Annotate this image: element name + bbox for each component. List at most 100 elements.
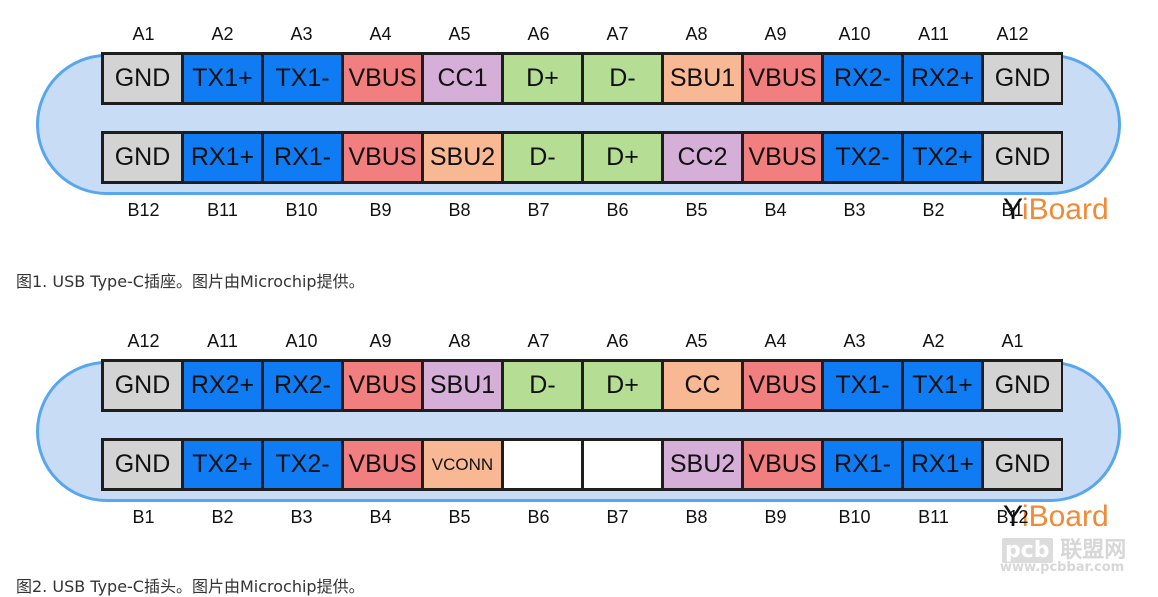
- pin-gnd: GND: [984, 134, 1061, 181]
- pin-tx1-plus: TX1+: [904, 362, 981, 409]
- pin-label-b5: B5: [448, 507, 471, 527]
- pin-tx1-plus: TX1+: [184, 55, 261, 102]
- pin-d-plus: D+: [584, 134, 661, 181]
- pin-vbus: VBUS: [344, 441, 421, 488]
- pin-label-b12: B12: [127, 200, 160, 220]
- pin-label-b2: B2: [922, 200, 945, 220]
- yiboard-logo: YiBoard: [1003, 193, 1109, 226]
- bottom-pin-row: GND TX2+ TX2- VBUS VCONN SBU2 VBUS RX1- RX1+ GND: [101, 438, 1063, 491]
- pin-tx2-plus: TX2+: [904, 134, 981, 181]
- pin-sbu1: SBU1: [424, 362, 501, 409]
- pin-label-b9: B9: [369, 200, 392, 220]
- pin-label-a6: A6: [606, 331, 629, 351]
- pin-tx1-minus: TX1-: [264, 55, 341, 102]
- pin-label-a9: A9: [369, 331, 392, 351]
- pin-rx2-plus: RX2+: [904, 55, 981, 102]
- pin-rx1-plus: RX1+: [904, 441, 981, 488]
- pin-label-a2: A2: [922, 331, 945, 351]
- pin-label-a10: A10: [285, 331, 318, 351]
- pin-label-a3: A3: [290, 24, 313, 44]
- pin-d-minus: D-: [504, 362, 581, 409]
- pin-label-b6: B6: [527, 507, 550, 527]
- pin-label-b6: B6: [606, 200, 629, 220]
- pin-label-b3: B3: [843, 200, 866, 220]
- pin-rx2-plus: RX2+: [184, 362, 261, 409]
- pin-label-b12: B12: [996, 507, 1029, 527]
- pin-gnd: GND: [104, 134, 181, 181]
- pin-gnd: GND: [104, 362, 181, 409]
- pin-label-a7: A7: [606, 24, 629, 44]
- pin-label-b10: B10: [838, 507, 871, 527]
- pin-d-minus: D-: [584, 55, 661, 102]
- pin-label-b11: B11: [918, 507, 949, 527]
- pin-rx2-minus: RX2-: [264, 362, 341, 409]
- pin-label-a5: A5: [448, 24, 471, 44]
- pin-label-a5: A5: [685, 331, 708, 351]
- pin-label-b1: B1: [132, 507, 155, 527]
- top-pin-row: GND TX1+ TX1- VBUS CC1 D+ D- SBU1 VBUS RX2- RX2+ GN…: [101, 52, 1063, 105]
- figure-1-receptacle: GND TX1+ TX1- VBUS CC1 D+ D- SBU1 VBUS RX2- RX2+ GN…: [0, 0, 1158, 255]
- figure-2-plug: GND RX2+ RX2- VBUS SBU1 D- D+ CC VBUS TX1- TX1+ GND…: [0, 307, 1158, 562]
- pin-vbus: VBUS: [344, 55, 421, 102]
- pin-label-a6: A6: [527, 24, 550, 44]
- pin-vbus: VBUS: [344, 362, 421, 409]
- pin-gnd: GND: [984, 441, 1061, 488]
- pcbbar-watermark: pcb 联盟网 www.pcbbar.com: [1000, 538, 1127, 575]
- pin-sbu2: SBU2: [424, 134, 501, 181]
- pin-label-b5: B5: [685, 200, 708, 220]
- pin-empty: [504, 441, 581, 488]
- pin-gnd: GND: [104, 441, 181, 488]
- pin-label-b4: B4: [369, 507, 392, 527]
- pin-label-b7: B7: [606, 507, 629, 527]
- pin-label-a4: A4: [369, 24, 392, 44]
- pin-vbus: VBUS: [744, 441, 821, 488]
- pin-label-a1: A1: [132, 24, 155, 44]
- pin-sbu2: SBU2: [664, 441, 741, 488]
- figure-1-caption: 图1. USB Type-C插座。图片由Microchip提供。: [16, 272, 365, 291]
- top-pin-row: GND RX2+ RX2- VBUS SBU1 D- D+ CC VBUS TX1- TX1+ GND: [101, 359, 1063, 412]
- pin-label-b9: B9: [764, 507, 787, 527]
- pin-cc2: CC2: [664, 134, 741, 181]
- bottom-pin-row: GND RX1+ RX1- VBUS SBU2 D- D+ CC2 VBUS TX2- TX2+ GN…: [101, 131, 1063, 184]
- pin-label-a12: A12: [996, 24, 1029, 44]
- pin-d-plus: D+: [584, 362, 661, 409]
- pin-label-b11: B11: [207, 200, 238, 220]
- pin-label-a8: A8: [448, 331, 471, 351]
- pin-label-a3: A3: [843, 331, 866, 351]
- pin-label-b3: B3: [290, 507, 313, 527]
- figure-2-caption: 图2. USB Type-C插头。图片由Microchip提供。: [16, 577, 365, 596]
- pin-vconn: VCONN: [424, 441, 501, 488]
- pin-d-plus: D+: [504, 55, 581, 102]
- pin-cc: CC: [664, 362, 741, 409]
- pin-tx2-minus: TX2-: [824, 134, 901, 181]
- pin-cc1: CC1: [424, 55, 501, 102]
- pin-label-a7: A7: [527, 331, 550, 351]
- pin-label-b7: B7: [527, 200, 550, 220]
- pin-gnd: GND: [984, 362, 1061, 409]
- pin-rx1-minus: RX1-: [264, 134, 341, 181]
- pin-label-a8: A8: [685, 24, 708, 44]
- pin-d-minus: D-: [504, 134, 581, 181]
- pin-sbu1: SBU1: [664, 55, 741, 102]
- pin-label-a11: A11: [207, 331, 238, 351]
- pin-label-a4: A4: [764, 331, 787, 351]
- pin-empty: [584, 441, 661, 488]
- pin-label-a11: A11: [918, 24, 949, 44]
- pin-label-a1: A1: [1001, 331, 1024, 351]
- pin-label-a10: A10: [838, 24, 871, 44]
- pin-gnd: GND: [104, 55, 181, 102]
- pin-label-b8: B8: [448, 200, 471, 220]
- pin-vbus: VBUS: [744, 362, 821, 409]
- pin-label-b8: B8: [685, 507, 708, 527]
- pin-gnd: GND: [984, 55, 1061, 102]
- yiboard-logo: YiBoard: [1003, 500, 1109, 533]
- pin-label-a9: A9: [764, 24, 787, 44]
- pin-label-b10: B10: [285, 200, 318, 220]
- pin-tx1-minus: TX1-: [824, 362, 901, 409]
- pin-label-b1: B1: [1001, 200, 1024, 220]
- pin-tx2-minus: TX2-: [264, 441, 341, 488]
- pin-tx2-plus: TX2+: [184, 441, 261, 488]
- pin-vbus: VBUS: [744, 134, 821, 181]
- pin-label-a12: A12: [127, 331, 160, 351]
- pin-rx2-minus: RX2-: [824, 55, 901, 102]
